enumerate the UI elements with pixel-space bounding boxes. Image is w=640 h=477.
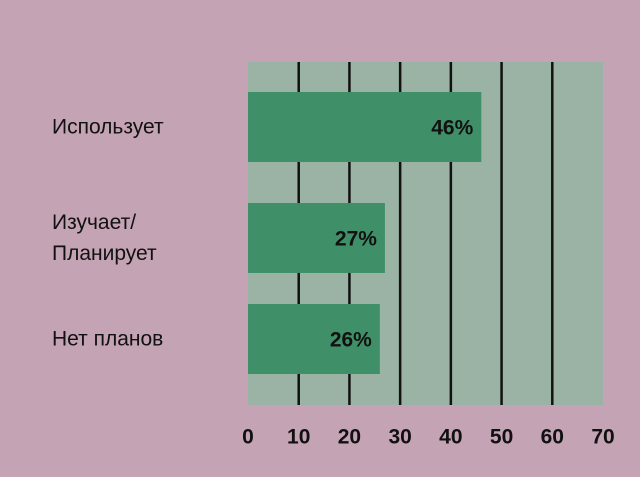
bar [248,92,482,162]
bar [248,203,385,273]
category-label: Изучает/ Планирует [52,211,157,265]
x-tick-label: 0 [242,426,254,449]
x-tick-label: 50 [490,426,513,449]
x-tick-label: 20 [338,426,361,449]
x-tick-label: 40 [439,426,462,449]
x-tick-label: 10 [287,426,310,449]
bar [248,304,380,374]
x-tick-label: 70 [591,426,614,449]
x-tick-label: 60 [541,426,564,449]
value-label: 27% [335,228,377,251]
category-label: Использует [52,115,164,139]
x-tick-label: 30 [388,426,411,449]
category-label: Нет планов [52,327,164,351]
value-label: 26% [330,329,372,352]
value-label: 46% [431,117,473,140]
